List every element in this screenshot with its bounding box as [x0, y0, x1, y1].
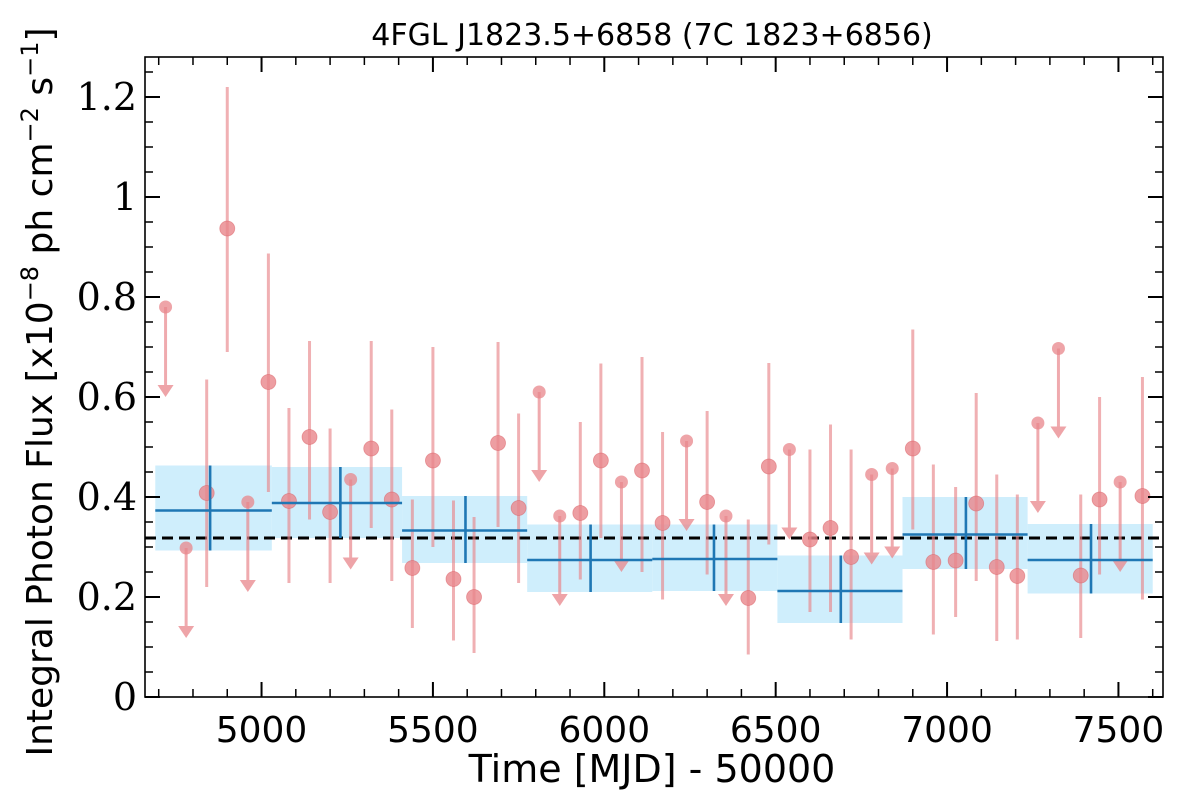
y-tick-label: 0	[113, 675, 137, 719]
plot-frame	[144, 56, 1164, 698]
y-axis-label-main: Integral Photon Flux [x10	[20, 301, 61, 756]
upper-limit-marker	[179, 541, 193, 555]
upper-limit-arrow	[157, 385, 174, 397]
short-bin-point	[198, 485, 215, 501]
short-bin-point	[301, 429, 318, 445]
upper-limit-arrow	[781, 527, 798, 540]
y-axis-label-exp1: −8	[16, 266, 44, 301]
y-axis-label-mid2: s	[20, 77, 61, 107]
y-tick-label: 1	[113, 175, 137, 219]
x-axis-label: Time [MJD] - 50000	[468, 747, 836, 791]
short-bin-point	[425, 452, 441, 469]
upper-limit-arrow	[531, 470, 548, 482]
short-bin-point	[904, 440, 921, 457]
chart-title: 4FGL J1823.5+6858 (7C 1823+6856)	[371, 18, 933, 53]
short-bin-point	[988, 559, 1005, 575]
short-bin-point	[404, 560, 421, 576]
y-axis-label-exp3: −1	[16, 42, 44, 77]
x-tick-label: 6500	[730, 710, 822, 751]
short-bin-point	[634, 462, 650, 479]
upper-limit-marker	[885, 462, 899, 475]
y-tick-label: 0.4	[77, 475, 137, 519]
upper-limit-arrow	[178, 626, 195, 638]
short-bin-point	[654, 515, 671, 531]
short-bin-point	[363, 440, 380, 457]
y-axis-label: Integral Photon Flux [x10−8 ph cm−2 s−1]	[16, 27, 61, 756]
long-bin-band	[155, 465, 272, 551]
y-axis-label-exp2: −2	[16, 107, 44, 142]
x-tick-label: 5500	[387, 710, 479, 751]
x-tick-label: 5000	[216, 710, 308, 751]
y-tick-label: 0.2	[77, 575, 137, 619]
upper-limit-marker	[1113, 475, 1127, 489]
short-bin-point	[925, 554, 942, 570]
upper-limit-arrow	[717, 594, 734, 606]
axes: 5000 5500 6000 6500 7000 7500 0 0.2 0.4 0.6 0.8 1 1.…	[77, 56, 1165, 751]
short-bin-point	[592, 452, 609, 469]
upper-limit-marker	[680, 434, 694, 448]
short-bin-point	[219, 220, 236, 237]
upper-limit-arrow	[342, 557, 359, 570]
upper-limit-marker	[553, 509, 567, 523]
short-bin-point	[822, 520, 839, 536]
short-bin-point	[760, 458, 777, 475]
short-bin-point	[1134, 488, 1151, 504]
plot-area	[145, 87, 1163, 655]
upper-limit-marker	[532, 385, 546, 399]
short-bin-point	[947, 552, 964, 569]
short-bin-point	[466, 589, 482, 605]
upper-limit-marker	[344, 473, 358, 486]
short-bin-point	[699, 494, 716, 510]
short-bin-point	[490, 435, 506, 451]
upper-limit-arrow	[678, 519, 695, 531]
short-bin-point	[572, 505, 589, 521]
upper-limit-arrow	[1029, 501, 1046, 513]
x-tick-label: 7000	[901, 710, 993, 751]
short-bin-point	[740, 590, 757, 606]
short-bin-point	[383, 491, 400, 508]
upper-limit-arrow	[551, 594, 568, 606]
short-bin-point	[843, 549, 859, 565]
y-tick-label: 1.2	[77, 75, 137, 119]
y-tick-label: 0.6	[77, 375, 137, 419]
short-bin-point	[281, 493, 297, 509]
upper-limit-marker	[865, 468, 879, 481]
short-bin-point	[510, 500, 527, 516]
upper-limit-arrow	[884, 546, 901, 559]
short-bin-point	[1072, 567, 1089, 584]
upper-limit-arrow	[239, 580, 256, 592]
upper-limit-arrow	[1050, 426, 1067, 439]
upper-limit-arrow	[863, 552, 880, 565]
y-axis-label-mid: ph cm	[20, 142, 61, 265]
short-bin-point	[322, 504, 338, 520]
y-tick-label: 0.8	[77, 275, 137, 319]
upper-limit-marker	[719, 509, 733, 523]
upper-limit-marker	[1031, 416, 1045, 430]
short-bin-point	[802, 531, 818, 548]
x-tick-label: 6000	[558, 710, 650, 751]
upper-limit-marker	[782, 443, 796, 456]
upper-limit-marker	[1051, 342, 1065, 355]
upper-limit-arrow	[1112, 560, 1129, 572]
upper-limit-marker	[614, 475, 628, 489]
short-bin-point	[1009, 568, 1026, 584]
upper-limit-marker	[159, 300, 173, 314]
x-tick-label: 7500	[1073, 710, 1165, 751]
short-bin-point	[260, 374, 277, 390]
upper-limit-arrow	[613, 560, 630, 572]
y-axis-label-end: ]	[20, 27, 61, 41]
upper-limit-marker	[241, 495, 255, 509]
short-bin-point	[445, 571, 462, 587]
short-bin-point	[968, 495, 985, 512]
short-bin-point	[1091, 491, 1108, 508]
